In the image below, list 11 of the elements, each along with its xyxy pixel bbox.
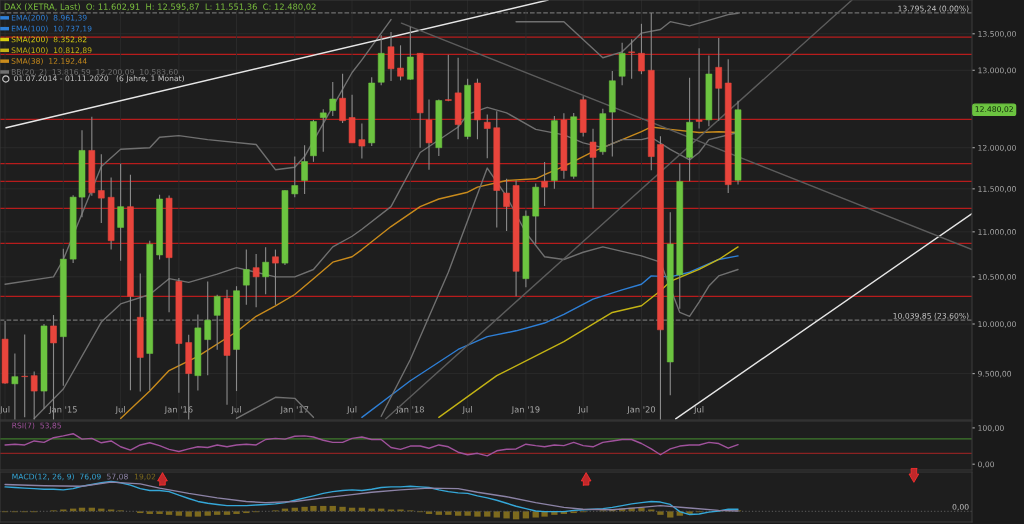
chart-title: DAX (XETRA, Last) O: 11.602,91 H: 12.595,87 L: 11.551,36 C: 12.480,02 bbox=[4, 3, 316, 11]
x-tick-label: Jul bbox=[231, 406, 241, 415]
x-tick-label: Jul bbox=[115, 406, 125, 415]
x-tick-label: Jan '19 bbox=[511, 406, 540, 415]
x-tick-label: Jul bbox=[346, 406, 357, 415]
x-tick-label: Jan '20 bbox=[626, 406, 656, 415]
x-tick-label: Jul bbox=[462, 406, 472, 415]
x-tick-label: Jul bbox=[693, 406, 704, 415]
x-tick-label: Jan '18 bbox=[395, 406, 424, 415]
x-tick-label: Jul bbox=[577, 406, 588, 415]
x-tick-label: Jul bbox=[0, 406, 10, 415]
